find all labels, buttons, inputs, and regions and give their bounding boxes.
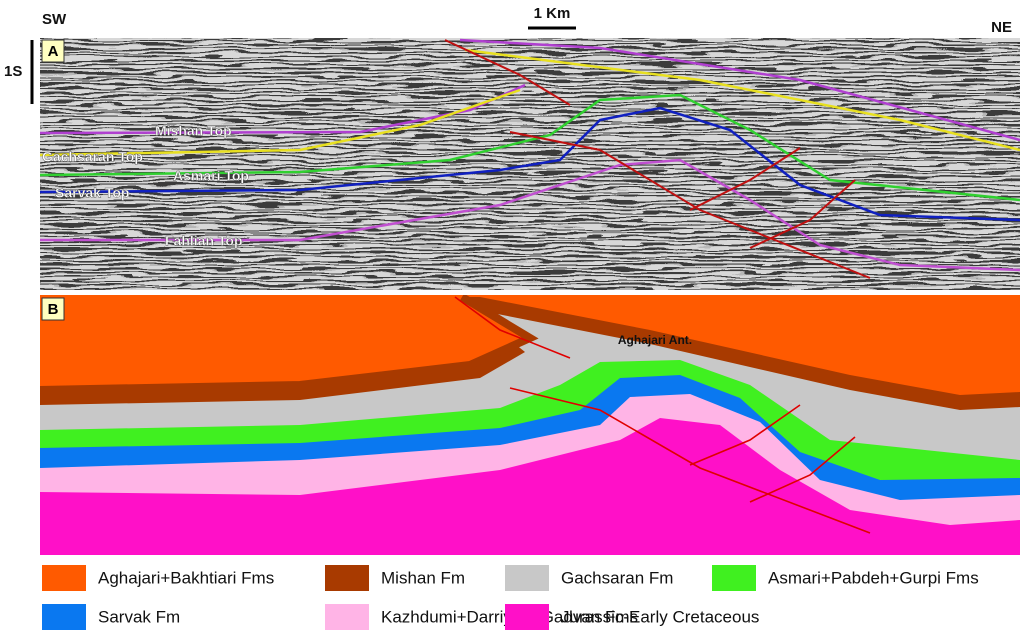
legend-label: Gachsaran Fm (561, 568, 673, 587)
seismic-panel (40, 38, 1020, 290)
horizon-label: Fahlian Top (165, 233, 243, 249)
legend: Aghajari+Bakhtiari Fms Mishan Fm Gachsaran… (42, 565, 979, 630)
time-scale-label: 1S (4, 63, 22, 80)
legend-label: Sarvak Fm (98, 607, 180, 626)
horizon-line (40, 106, 1020, 222)
legend-swatch (325, 565, 369, 591)
legend-swatch (42, 604, 86, 630)
horizon-line (464, 48, 1020, 152)
panel-a-label: A (48, 43, 59, 60)
horizon-label: Gachsaran Top (42, 149, 143, 165)
scale-label: 1 Km (534, 5, 571, 22)
legend-swatch (42, 565, 86, 591)
geology-panel (40, 295, 1020, 555)
layer (40, 295, 530, 390)
legend-swatch (712, 565, 756, 591)
legend-swatch (325, 604, 369, 630)
horizon-line (40, 88, 521, 157)
layer (40, 418, 1020, 555)
legend-label: Asmari+Pabdeh+Gurpi Fms (768, 568, 979, 587)
horizon-label: Sarvak Top (55, 185, 129, 201)
faults-a (444, 39, 871, 279)
legend-swatch (505, 565, 549, 591)
legend-label: Mishan Fm (381, 568, 465, 587)
horizon-label: Mishan Top (155, 123, 232, 139)
panel-b-label: B (48, 301, 59, 318)
panel-a-box (41, 39, 65, 63)
anticline-label: Aghajari Ant. (618, 333, 692, 347)
horizon-line (40, 158, 1020, 272)
horizon-line (459, 38, 1020, 142)
panel-b-box (41, 297, 65, 321)
ne-label: NE (991, 19, 1012, 36)
legend-swatch (505, 604, 549, 630)
layer (40, 295, 539, 394)
horizon-line (40, 93, 1020, 202)
horizon-label: Asmari Top (173, 168, 249, 184)
sw-label: SW (42, 11, 67, 28)
faults-b (454, 296, 871, 534)
legend-label: Aghajari+Bakhtiari Fms (98, 568, 274, 587)
legend-label: Jurassic-Early Cretaceous (561, 607, 759, 626)
